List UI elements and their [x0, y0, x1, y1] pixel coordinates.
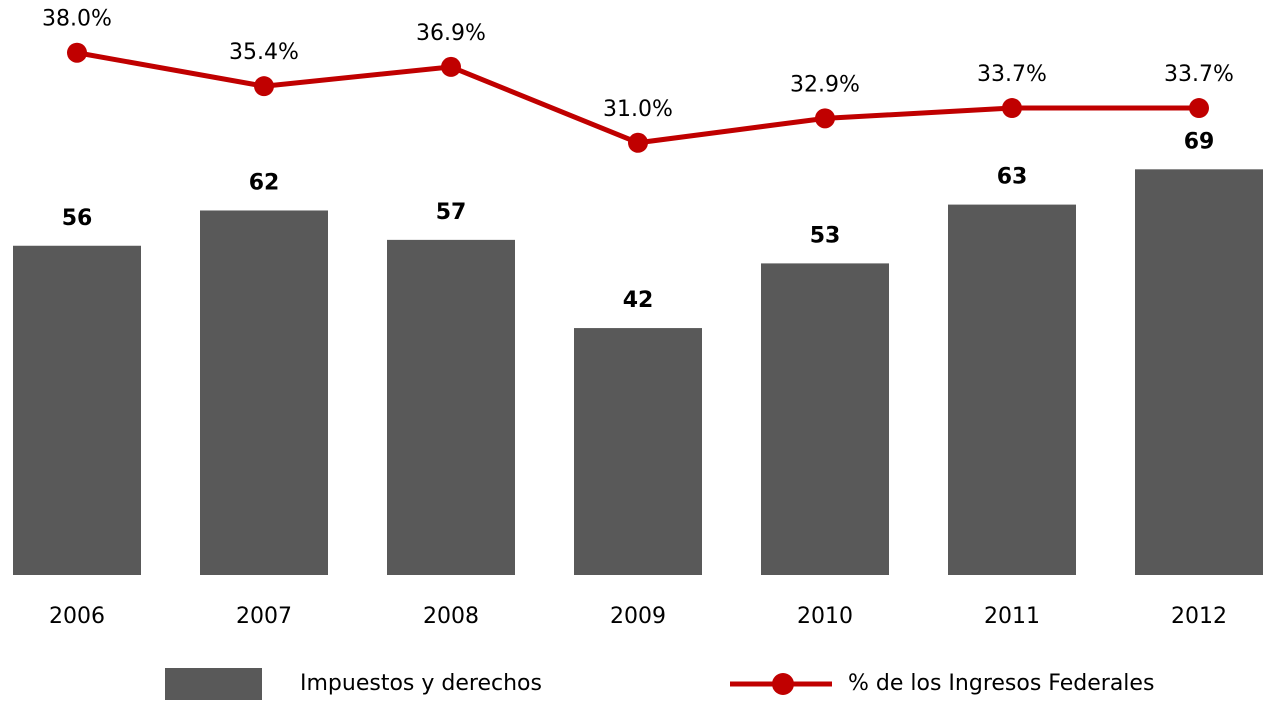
bar: [13, 245, 141, 575]
bar-value-label: 63: [997, 165, 1028, 190]
bar: [948, 204, 1076, 575]
x-tick-label: 2006: [49, 604, 105, 629]
line-marker: [254, 76, 274, 97]
x-tick-label: 2011: [984, 604, 1040, 629]
x-tick-label: 2007: [236, 604, 292, 629]
line-value-label: 32.9%: [790, 72, 860, 97]
bar-value-label: 42: [623, 288, 654, 313]
legend-marker: [772, 673, 794, 695]
line-marker: [441, 56, 461, 77]
line-marker: [815, 108, 835, 129]
x-tick-label: 2012: [1171, 604, 1227, 629]
line-value-label: 33.7%: [977, 62, 1047, 87]
bar-value-label: 56: [62, 206, 93, 231]
bar-value-label: 69: [1184, 129, 1215, 154]
line-marker: [1002, 98, 1022, 119]
line-value-label: 35.4%: [229, 40, 299, 65]
line-value-label: 31.0%: [603, 97, 673, 122]
bar: [761, 263, 889, 575]
line-marker: [1189, 98, 1209, 119]
bar: [200, 210, 328, 575]
legend-label: % de los Ingresos Federales: [848, 671, 1154, 696]
bar: [1135, 169, 1263, 576]
x-tick-label: 2008: [423, 604, 479, 629]
bar-value-label: 53: [810, 223, 841, 248]
x-tick-label: 2010: [797, 604, 853, 629]
bar-value-label: 57: [436, 200, 467, 225]
bar: [574, 328, 702, 575]
line-value-label: 33.7%: [1164, 62, 1234, 87]
legend-label: Impuestos y derechos: [300, 671, 542, 696]
bar-value-label: 62: [249, 170, 280, 195]
bar: [387, 239, 515, 575]
line-value-label: 38.0%: [42, 7, 112, 32]
x-tick-label: 2009: [610, 604, 666, 629]
line-marker: [628, 132, 648, 153]
legend-swatch: [165, 668, 262, 702]
line-marker: [67, 42, 87, 63]
line-value-label: 36.9%: [416, 21, 486, 46]
